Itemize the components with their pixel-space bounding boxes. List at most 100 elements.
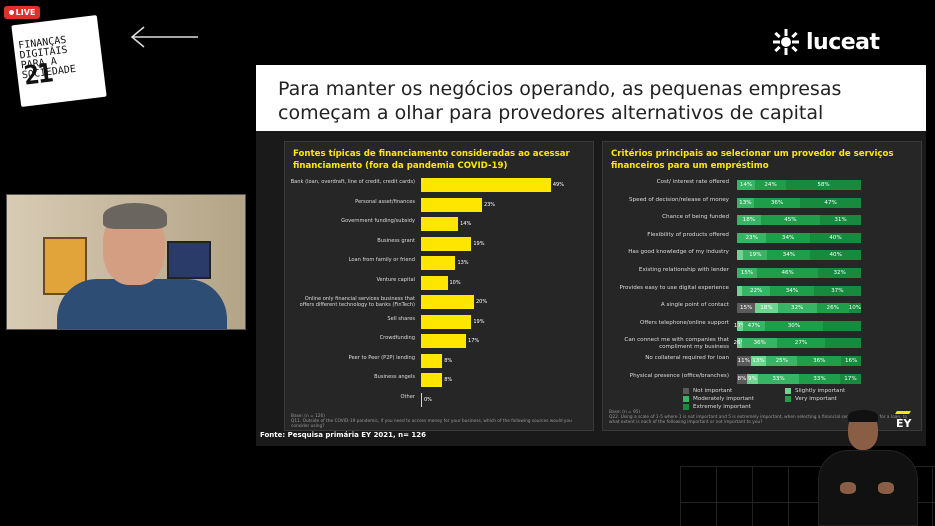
stacked-segment: 9% — [746, 373, 759, 384]
stacked-segment: 40% — [810, 250, 861, 261]
luceat-logo: luceat — [772, 28, 880, 56]
bar — [421, 236, 472, 251]
stacked-segment: 15% — [737, 303, 756, 314]
bar — [421, 275, 448, 290]
selection-criteria-panel: Critérios principais ao selecionar um pr… — [602, 141, 922, 431]
bar — [421, 295, 474, 309]
bar — [421, 197, 482, 212]
ey-logo: EY — [895, 411, 912, 430]
live-dot-icon — [8, 10, 14, 15]
brand-name: luceat — [806, 29, 880, 55]
legend-entry: Very important — [785, 396, 837, 402]
stacked-segment: 16% — [841, 356, 861, 366]
bar-label: Business angels — [374, 374, 415, 380]
stacked-segment: 33% — [799, 373, 840, 384]
bar-label: Business grant — [377, 237, 415, 244]
stacked-segment: 13% — [750, 356, 767, 366]
stacked-segment: 23% — [737, 232, 767, 243]
criteria-label: Flexibility of products offered — [647, 231, 729, 238]
bar — [421, 314, 472, 329]
legend-entry: Extremely important — [683, 404, 751, 410]
criteria-label: Offers telephone/online support — [639, 319, 729, 326]
stacked-segment: 36% — [742, 338, 777, 349]
interpreter-hair — [848, 410, 878, 422]
bar-label: Government funding/subsidy — [341, 218, 415, 224]
stacked-segment: 25% — [766, 356, 798, 366]
bar — [421, 217, 459, 231]
interpreter-hand — [878, 482, 894, 494]
bar-value-label: 14% — [460, 221, 472, 227]
funding-sources-title: Fontes típicas de financiamento consider… — [293, 149, 570, 171]
speaker-hair — [103, 203, 167, 229]
criteria-label: A single point of contact — [660, 302, 729, 309]
speaker-webcam — [6, 194, 246, 330]
stacked-segment: 58% — [786, 180, 861, 190]
stacked-segment: 45% — [760, 215, 821, 226]
left-footnote-base: Base: (n = 126) — [291, 414, 325, 419]
stacked-segment: 30% — [764, 320, 824, 331]
slide-title: Para manter os negócios operando, as peq… — [278, 78, 842, 124]
bar-value-label: 0% — [424, 396, 432, 403]
back-arrow-icon[interactable] — [128, 25, 200, 49]
legend-label: Extremely important — [693, 404, 751, 410]
bar-value-label: 19% — [473, 318, 485, 325]
interpreter-hand — [840, 482, 856, 494]
stacked-segment — [823, 320, 861, 331]
left-footnote-question: Q11. Outside of the COVID-19 pandemic, i… — [291, 419, 572, 429]
funding-sources-panel: Fontes típicas de financiamento consider… — [284, 141, 594, 431]
bar-value-label: 17% — [468, 338, 480, 344]
criteria-label: Physical presence (office/branches) — [629, 372, 729, 379]
bar — [421, 256, 456, 270]
slide-source: Fonte: Pesquisa primária EY 2021, n= 126 — [260, 431, 427, 439]
bar-value-label: 23% — [483, 201, 496, 208]
criteria-label: Cost/ interest rate offered — [656, 179, 729, 185]
stacked-segment: 17% — [839, 373, 861, 384]
bar-label: Bank (loan, overdraft, line of credit, c… — [290, 179, 415, 185]
stacked-segment: 36% — [753, 197, 801, 208]
stacked-segment: 10% — [848, 303, 862, 314]
speaker-body — [57, 279, 227, 329]
criteria-label: No collateral required for loan — [645, 355, 729, 361]
criteria-label: Provides easy to use digital experience — [619, 284, 729, 291]
event-logo-year: 21 — [22, 58, 54, 92]
legend-label: Very important — [795, 396, 837, 402]
stacked-segment: 34% — [767, 250, 811, 261]
bar-label: Crowdfunding — [379, 335, 415, 341]
right-footnote: Base: (n = 95) Q22. Using a scale of 1-5… — [609, 410, 909, 425]
criteria-label: Existing relationship with lender — [638, 267, 729, 273]
stacked-segment: 15% — [737, 268, 757, 278]
stacked-segment: 24% — [755, 180, 787, 190]
bar-label: Venture capital — [376, 276, 415, 283]
stacked-segment: 47% — [800, 197, 861, 208]
stacked-segment: 34% — [770, 285, 814, 296]
bar — [421, 178, 551, 192]
stacked-segment — [737, 285, 743, 296]
legend-swatch — [683, 396, 689, 402]
stacked-segment: 32% — [777, 303, 817, 314]
ey-logo-text: EY — [896, 417, 912, 430]
stacked-segment: 18% — [737, 215, 761, 226]
stacked-segment: 46% — [757, 268, 819, 278]
legend-label: Moderately important — [693, 396, 754, 402]
right-footnote-question: Q22. Using a scale of 1-5 where 1 is not… — [609, 415, 908, 425]
bar-value-label: 20% — [476, 299, 488, 305]
interpreter-body — [818, 450, 918, 526]
right-footnote-base: Base: (n = 95) — [609, 410, 641, 415]
presentation-slide: Para manter os negócios operando, as peq… — [256, 65, 926, 446]
bar — [421, 392, 422, 407]
bar-value-label: 8% — [444, 357, 453, 364]
legend-label: Not important — [693, 388, 733, 394]
legend-label: Slightly important — [795, 388, 846, 394]
criteria-label: Has good knowledge of my industry — [628, 249, 729, 256]
bar-label: Online only financial services business … — [299, 296, 415, 308]
selection-criteria-title: Critérios principais ao selecionar um pr… — [611, 149, 894, 171]
stacked-segment: 19% — [743, 250, 768, 261]
stacked-segment: 17% — [733, 320, 747, 331]
criteria-label: Chance of being funded — [662, 214, 729, 221]
stacked-segment: 37% — [813, 285, 861, 296]
legend-swatch — [683, 404, 689, 410]
bar-value-label: 10% — [449, 279, 461, 286]
bar-label: Sell shares — [387, 315, 415, 322]
stacked-segment: 14% — [737, 180, 756, 190]
stacked-segment — [737, 250, 744, 261]
